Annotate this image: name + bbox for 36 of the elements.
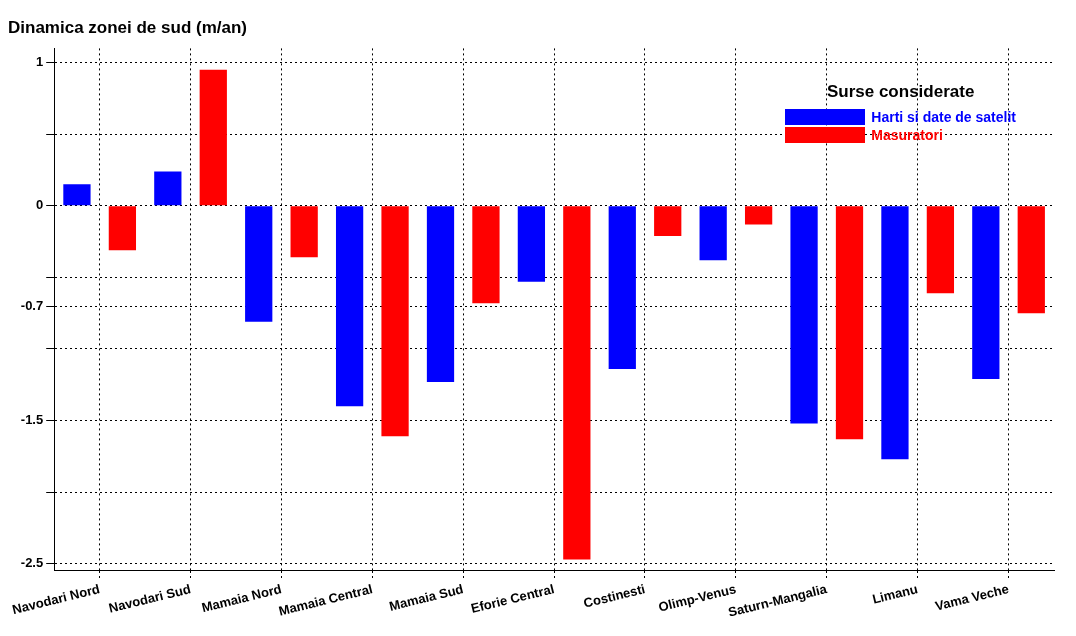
bar (245, 206, 273, 322)
y-tick-label: -0.7 (20, 297, 44, 313)
bar (835, 206, 864, 440)
bar (517, 206, 546, 282)
legend-title: Surse considerate (825, 82, 976, 102)
bar (290, 206, 318, 258)
bar (608, 206, 636, 370)
bar (699, 206, 727, 261)
x-tick-label: Eforie Central (469, 581, 556, 617)
bar (108, 206, 137, 251)
y-tick-label: -1.5 (20, 412, 44, 428)
y-tick-label: 0 (35, 197, 44, 213)
bar (972, 206, 1000, 380)
x-tick-label: Navodari Nord (10, 581, 102, 618)
bar (381, 206, 409, 437)
bar (563, 206, 591, 560)
bar (154, 171, 182, 206)
bar (426, 206, 455, 382)
legend: Surse considerate Harti si date de satelit Masuratori (777, 78, 1024, 148)
y-tick-label: 1 (35, 54, 44, 70)
x-tick-label: Mamaia Sud (387, 581, 465, 614)
y-tick-label: -2.5 (20, 555, 44, 571)
bar (926, 206, 955, 294)
x-tick-label: Navodari Sud (107, 581, 193, 616)
bar (744, 206, 773, 225)
bar (654, 206, 682, 236)
chart-title: Dinamica zonei de sud (m/an) (8, 17, 247, 37)
bar (63, 184, 91, 206)
bar (335, 206, 364, 407)
bar (790, 206, 818, 424)
bar (199, 69, 227, 206)
bar (472, 206, 500, 304)
x-tick-label: Limanu (870, 581, 920, 607)
bar (1017, 206, 1045, 314)
bar (881, 206, 909, 460)
x-tick-label: Vama Veche (933, 581, 1011, 614)
